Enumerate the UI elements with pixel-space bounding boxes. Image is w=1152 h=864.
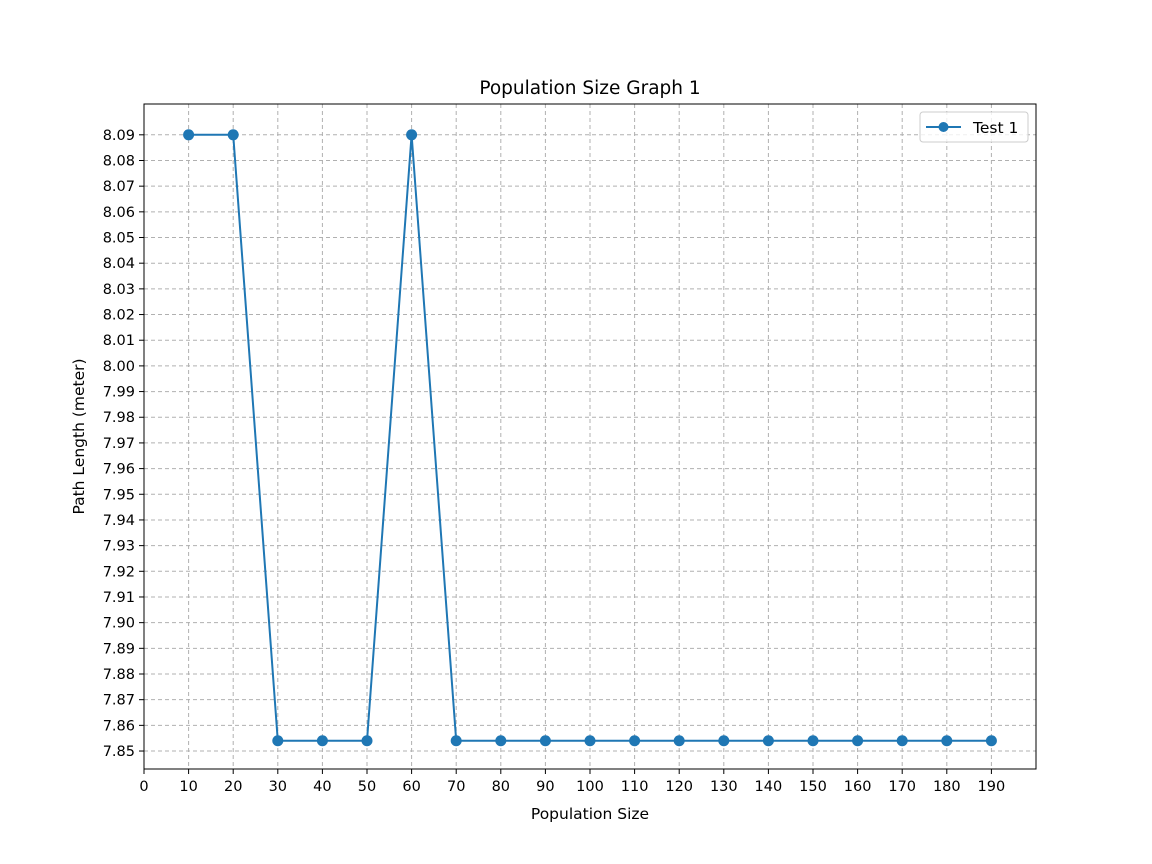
data-point bbox=[539, 735, 551, 747]
data-point bbox=[183, 129, 195, 141]
data-point bbox=[584, 735, 596, 747]
x-tick-label: 140 bbox=[755, 779, 783, 795]
y-tick-label: 8.08 bbox=[103, 153, 135, 169]
y-tick-label: 7.94 bbox=[103, 513, 135, 529]
y-tick-label: 7.91 bbox=[103, 590, 135, 606]
x-tick-label: 120 bbox=[665, 779, 693, 795]
data-point bbox=[450, 735, 462, 747]
x-tick-label: 130 bbox=[710, 779, 738, 795]
x-tick-label: 10 bbox=[179, 779, 197, 795]
chart-title: Population Size Graph 1 bbox=[479, 78, 700, 99]
y-tick-label: 7.88 bbox=[103, 667, 135, 683]
data-point bbox=[807, 735, 819, 747]
data-point bbox=[941, 735, 953, 747]
data-point bbox=[272, 735, 284, 747]
data-point bbox=[673, 735, 685, 747]
y-tick-label: 7.97 bbox=[103, 436, 135, 452]
legend-marker bbox=[938, 122, 949, 132]
y-tick-label: 7.90 bbox=[103, 616, 135, 632]
legend: Test 1 bbox=[919, 111, 1029, 143]
y-tick-label: 8.03 bbox=[103, 282, 135, 298]
x-tick-label: 110 bbox=[621, 779, 649, 795]
y-axis: 7.85 7.86 7.87 7.88 7.89 7.90 7.91 7.92 7.93 7.94… bbox=[103, 128, 144, 760]
x-tick-label: 60 bbox=[402, 779, 420, 795]
x-tick-label: 160 bbox=[844, 779, 872, 795]
y-tick-label: 8.09 bbox=[103, 128, 135, 144]
y-tick-label: 7.98 bbox=[103, 410, 135, 426]
y-tick-label: 8.00 bbox=[103, 359, 135, 375]
y-tick-label: 7.89 bbox=[103, 641, 135, 657]
y-tick-label: 8.04 bbox=[103, 256, 135, 272]
legend-label: Test 1 bbox=[972, 119, 1018, 137]
series-layer bbox=[183, 129, 997, 747]
x-axis: 0 10 20 30 40 50 60 70 80 90 100 110 120 130 140 150 160… bbox=[139, 769, 1005, 795]
y-tick-label: 7.86 bbox=[103, 718, 135, 734]
y-tick-label: 7.99 bbox=[103, 385, 135, 401]
data-point bbox=[406, 129, 418, 141]
data-point bbox=[227, 129, 239, 141]
y-tick-label: 8.07 bbox=[103, 179, 135, 195]
x-tick-label: 190 bbox=[978, 779, 1006, 795]
x-axis-label: Population Size bbox=[531, 805, 649, 823]
data-point bbox=[629, 735, 641, 747]
x-tick-label: 100 bbox=[576, 779, 604, 795]
y-tick-label: 7.92 bbox=[103, 564, 135, 580]
data-point bbox=[896, 735, 908, 747]
y-tick-label: 8.02 bbox=[103, 308, 135, 324]
x-tick-label: 0 bbox=[139, 779, 148, 795]
y-tick-label: 7.87 bbox=[103, 693, 135, 709]
data-point bbox=[316, 735, 328, 747]
y-tick-label: 7.96 bbox=[103, 462, 135, 478]
x-tick-label: 40 bbox=[313, 779, 331, 795]
x-tick-label: 70 bbox=[447, 779, 465, 795]
x-tick-label: 170 bbox=[888, 779, 916, 795]
y-tick-label: 8.01 bbox=[103, 333, 135, 349]
data-point bbox=[718, 735, 730, 747]
x-tick-label: 30 bbox=[269, 779, 287, 795]
x-tick-label: 180 bbox=[933, 779, 961, 795]
data-point bbox=[361, 735, 373, 747]
x-tick-label: 50 bbox=[358, 779, 376, 795]
data-point bbox=[985, 735, 997, 747]
x-tick-label: 150 bbox=[799, 779, 827, 795]
x-tick-label: 20 bbox=[224, 779, 242, 795]
x-tick-label: 80 bbox=[492, 779, 510, 795]
y-tick-label: 8.06 bbox=[103, 205, 135, 221]
data-point bbox=[762, 735, 774, 747]
legend-box bbox=[919, 111, 1029, 143]
y-axis-label: Path Length (meter) bbox=[70, 358, 88, 514]
y-tick-label: 7.93 bbox=[103, 539, 135, 555]
data-point bbox=[495, 735, 507, 747]
x-tick-label: 90 bbox=[536, 779, 554, 795]
y-tick-label: 7.95 bbox=[103, 487, 135, 503]
grid bbox=[143, 104, 1036, 769]
y-tick-label: 7.85 bbox=[103, 744, 135, 760]
data-point bbox=[852, 735, 864, 747]
y-tick-label: 8.05 bbox=[103, 231, 135, 247]
